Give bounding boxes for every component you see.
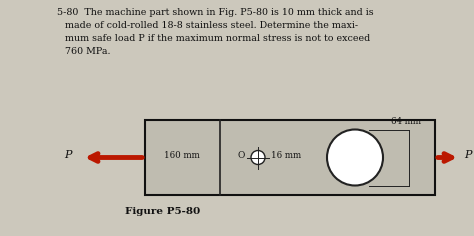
Circle shape <box>251 151 265 164</box>
Circle shape <box>327 130 383 185</box>
Text: 64 mm: 64 mm <box>391 118 421 126</box>
Text: 760 MPa.: 760 MPa. <box>65 47 110 56</box>
Text: P: P <box>64 151 72 160</box>
Text: 5-80  The machine part shown in Fig. P5-80 is 10 mm thick and is: 5-80 The machine part shown in Fig. P5-8… <box>57 8 374 17</box>
Text: P: P <box>464 151 472 160</box>
Text: 16 mm: 16 mm <box>271 151 301 160</box>
Text: mum safe load P if the maximum normal stress is not to exceed: mum safe load P if the maximum normal st… <box>65 34 370 43</box>
Text: Figure P5-80: Figure P5-80 <box>125 207 200 216</box>
Text: made of cold-rolled 18-8 stainless steel. Determine the maxi-: made of cold-rolled 18-8 stainless steel… <box>65 21 358 30</box>
Bar <box>145 120 435 195</box>
Text: 160 mm: 160 mm <box>164 151 200 160</box>
Text: O: O <box>237 151 245 160</box>
